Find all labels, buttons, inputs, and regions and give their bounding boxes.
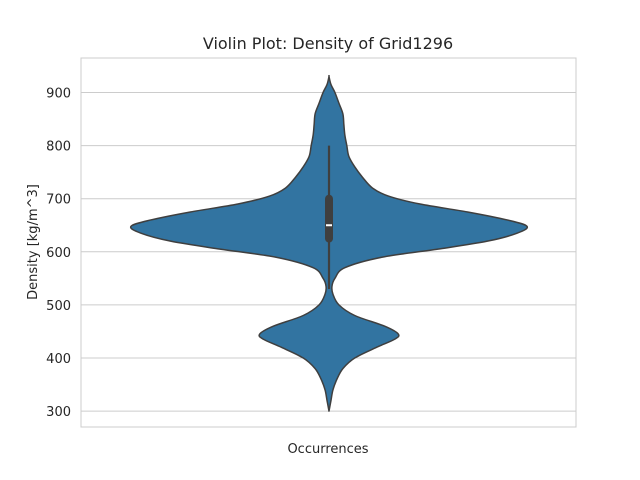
plot-frame xyxy=(80,57,577,428)
y-tick-label-900: 900 xyxy=(46,87,71,102)
y-tick-label-500: 500 xyxy=(46,299,71,314)
y-tick-labels: 300 400 500 600 700 800 900 xyxy=(46,87,71,421)
x-axis-label: Occurrences xyxy=(287,442,368,457)
y-tick-label-800: 800 xyxy=(46,140,71,155)
chart-title: Violin Plot: Density of Grid1296 xyxy=(203,34,453,53)
y-tick-label-400: 400 xyxy=(46,352,71,367)
y-axis-label: Density [kg/m^3] xyxy=(26,184,41,300)
inner-box-group xyxy=(325,145,333,289)
y-tick-label-300: 300 xyxy=(46,405,71,420)
y-tick-label-700: 700 xyxy=(46,193,71,208)
y-tick-label-600: 600 xyxy=(46,246,71,261)
